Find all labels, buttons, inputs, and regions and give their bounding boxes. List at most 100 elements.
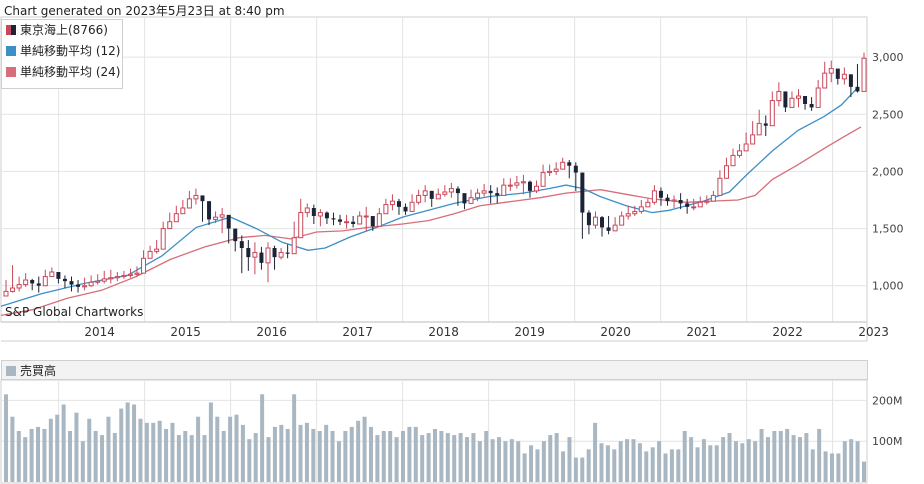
volume-bar	[138, 418, 143, 482]
volume-bar	[785, 428, 790, 482]
volume-bar	[157, 420, 162, 482]
price-grid	[0, 16, 868, 342]
candle-body-down	[272, 248, 277, 258]
ma24-line-layer	[0, 126, 862, 317]
volume-bar	[612, 449, 617, 482]
volume-bar	[221, 431, 226, 482]
candle-body-up	[789, 97, 795, 108]
legend-item-stock[interactable]: 東京海上(8766)	[2, 20, 122, 41]
candle-body-up	[278, 252, 284, 258]
volume-bar	[452, 435, 457, 482]
volume-bar	[477, 441, 482, 482]
volume-bar	[625, 439, 630, 482]
volume-bar	[471, 433, 476, 482]
volume-bar	[356, 420, 361, 482]
candle-body-down	[226, 214, 231, 229]
volume-bar	[228, 416, 233, 482]
x-tick-label: 2016	[256, 325, 287, 339]
volume-bar	[93, 431, 98, 482]
candle-body-up	[723, 165, 729, 179]
candle-body-up	[108, 277, 114, 280]
volume-bar	[599, 443, 604, 482]
volume-bar	[689, 437, 694, 482]
y-tick-label: 1,000	[872, 280, 904, 293]
candle-swatch-icon	[6, 25, 16, 35]
candle-body-up	[612, 224, 618, 232]
volume-bar	[637, 443, 642, 482]
legend: 東京海上(8766) 単純移動平均 (12) 単純移動平均 (24)	[1, 19, 123, 89]
volume-bar	[714, 445, 719, 482]
volume-bar	[400, 431, 405, 482]
candle-body-up	[376, 213, 382, 227]
candle-body-up	[10, 287, 16, 292]
candle-body-up	[435, 193, 441, 200]
candle-body-up	[475, 192, 481, 199]
candle-body-down	[580, 172, 585, 213]
legend-item-ma24[interactable]: 単純移動平均 (24)	[2, 62, 122, 83]
candle-body-up	[507, 184, 513, 187]
volume-bar	[29, 428, 34, 482]
ma24-swatch-icon	[6, 67, 16, 77]
volume-bar	[797, 437, 802, 482]
volume-bar	[48, 418, 53, 482]
volume-bar	[426, 433, 431, 482]
volume-bar	[765, 437, 770, 482]
candle-body-up	[114, 276, 120, 279]
candle-body-up	[796, 95, 802, 99]
price-axis: 2014 2015 2016 2017 2018 2019 2020 2021 2022 2023…	[84, 51, 903, 339]
candles-layer	[3, 52, 867, 297]
candle-body-up	[180, 207, 186, 215]
volume-bar	[727, 433, 732, 482]
volume-bar	[42, 428, 47, 482]
volume-bar	[855, 441, 860, 482]
candle-body-down	[36, 283, 41, 286]
generated-timestamp: Chart generated on 2023年5月23日 at 8:40 pm	[4, 4, 285, 18]
candle-body-up	[121, 274, 127, 278]
y-tick-label: 1,500	[872, 223, 904, 236]
volume-bar	[567, 437, 572, 482]
volume-bar	[836, 453, 841, 482]
source-credit: S&P Global Chartworks	[5, 305, 144, 319]
volume-bar	[132, 404, 137, 482]
volume-bar	[317, 431, 322, 482]
volume-bar	[349, 426, 354, 482]
volume-bar	[804, 433, 809, 482]
candle-body-down	[567, 162, 572, 166]
volume-bar	[695, 447, 700, 482]
volume-bar	[458, 433, 463, 482]
candle-body-up	[298, 212, 304, 239]
volume-bar	[561, 451, 566, 482]
volume-bar	[36, 426, 41, 482]
volume-bar	[407, 426, 412, 482]
volume-bar	[586, 449, 591, 482]
legend-item-ma12[interactable]: 単純移動平均 (12)	[2, 41, 122, 62]
volume-bar	[196, 416, 201, 482]
candle-body-down	[835, 68, 840, 79]
candle-body-up	[619, 215, 625, 226]
candle-body-down	[573, 165, 578, 173]
volume-bar	[336, 441, 341, 482]
volume-bar	[439, 431, 444, 482]
y-tick-label: 3,000	[872, 51, 904, 64]
candle-body-up	[3, 290, 9, 297]
volume-bar	[125, 402, 130, 482]
candle-body-down	[665, 197, 670, 202]
candle-body-up	[42, 276, 48, 287]
candle-body-up	[252, 252, 258, 258]
volume-bar	[650, 447, 655, 482]
volume-bar	[164, 428, 169, 482]
candle-body-up	[186, 198, 192, 209]
volume-bar	[618, 441, 623, 482]
candle-body-down	[658, 190, 663, 198]
volume-bar	[74, 412, 79, 482]
volume-bar	[465, 437, 470, 482]
candle-body-up	[769, 100, 775, 127]
candle-body-up	[422, 190, 428, 196]
volume-y-tick-label: 200M	[872, 394, 903, 407]
volume-bar	[234, 414, 239, 482]
x-tick-label: 2014	[84, 325, 115, 339]
candle-body-up	[534, 185, 540, 192]
volume-bar	[23, 437, 28, 482]
candle-body-up	[625, 213, 631, 217]
